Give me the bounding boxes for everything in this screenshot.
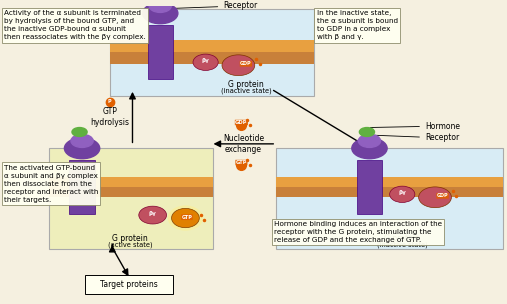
Text: P: P xyxy=(108,99,112,104)
Text: Hormone binding induces an interaction of the
receptor with the G protein, stimu: Hormone binding induces an interaction o… xyxy=(274,221,442,243)
FancyBboxPatch shape xyxy=(85,275,173,294)
Text: GDP: GDP xyxy=(240,61,252,66)
Text: βγ: βγ xyxy=(149,211,157,216)
FancyBboxPatch shape xyxy=(110,9,314,96)
Text: GTP
hydrolysis: GTP hydrolysis xyxy=(90,107,129,127)
Text: GTP: GTP xyxy=(236,160,247,165)
FancyBboxPatch shape xyxy=(69,160,95,214)
Circle shape xyxy=(358,134,381,147)
Text: (active state): (active state) xyxy=(107,241,152,248)
Text: Hormone: Hormone xyxy=(370,122,460,130)
Text: GDP: GDP xyxy=(235,120,248,125)
Text: Nucleotide
exchange: Nucleotide exchange xyxy=(223,134,264,154)
Text: Receptor: Receptor xyxy=(163,2,258,10)
Text: G protein: G protein xyxy=(228,80,264,89)
Ellipse shape xyxy=(390,186,415,202)
Text: Activity of the α subunit is terminated
by hydrolysis of the bound GTP, and
the : Activity of the α subunit is terminated … xyxy=(4,10,146,40)
FancyBboxPatch shape xyxy=(49,177,213,187)
Circle shape xyxy=(352,138,387,159)
Circle shape xyxy=(72,128,87,136)
FancyBboxPatch shape xyxy=(49,148,213,249)
Text: Target proteins: Target proteins xyxy=(100,280,158,289)
Text: (inactive state): (inactive state) xyxy=(377,241,427,248)
Text: G protein: G protein xyxy=(112,234,148,243)
Text: βγ: βγ xyxy=(399,190,406,195)
Circle shape xyxy=(71,134,93,147)
Circle shape xyxy=(359,128,375,136)
FancyBboxPatch shape xyxy=(110,52,314,64)
Ellipse shape xyxy=(168,206,203,231)
Circle shape xyxy=(149,0,171,12)
Text: GTP: GTP xyxy=(182,215,192,220)
FancyBboxPatch shape xyxy=(276,187,503,197)
Ellipse shape xyxy=(139,206,166,224)
Text: In the inactive state,
the α subunit is bound
to GDP in a complex
with β and γ.: In the inactive state, the α subunit is … xyxy=(316,10,397,40)
Ellipse shape xyxy=(171,209,199,228)
Circle shape xyxy=(64,138,100,159)
Ellipse shape xyxy=(193,54,218,71)
Text: βγ: βγ xyxy=(202,58,209,63)
Circle shape xyxy=(142,3,178,24)
Text: GDP: GDP xyxy=(437,193,448,198)
FancyBboxPatch shape xyxy=(148,25,173,79)
Text: G protein: G protein xyxy=(384,234,420,243)
FancyBboxPatch shape xyxy=(276,177,503,187)
Ellipse shape xyxy=(222,55,255,76)
Text: (inactive state): (inactive state) xyxy=(221,87,271,94)
FancyBboxPatch shape xyxy=(49,187,213,197)
Text: Receptor: Receptor xyxy=(370,133,459,143)
Text: The activated GTP-bound
α subunit and βγ complex
then dissociate from the
recept: The activated GTP-bound α subunit and βγ… xyxy=(4,165,98,203)
FancyBboxPatch shape xyxy=(276,148,503,249)
Ellipse shape xyxy=(419,187,451,208)
FancyBboxPatch shape xyxy=(357,160,382,214)
FancyBboxPatch shape xyxy=(110,40,314,52)
